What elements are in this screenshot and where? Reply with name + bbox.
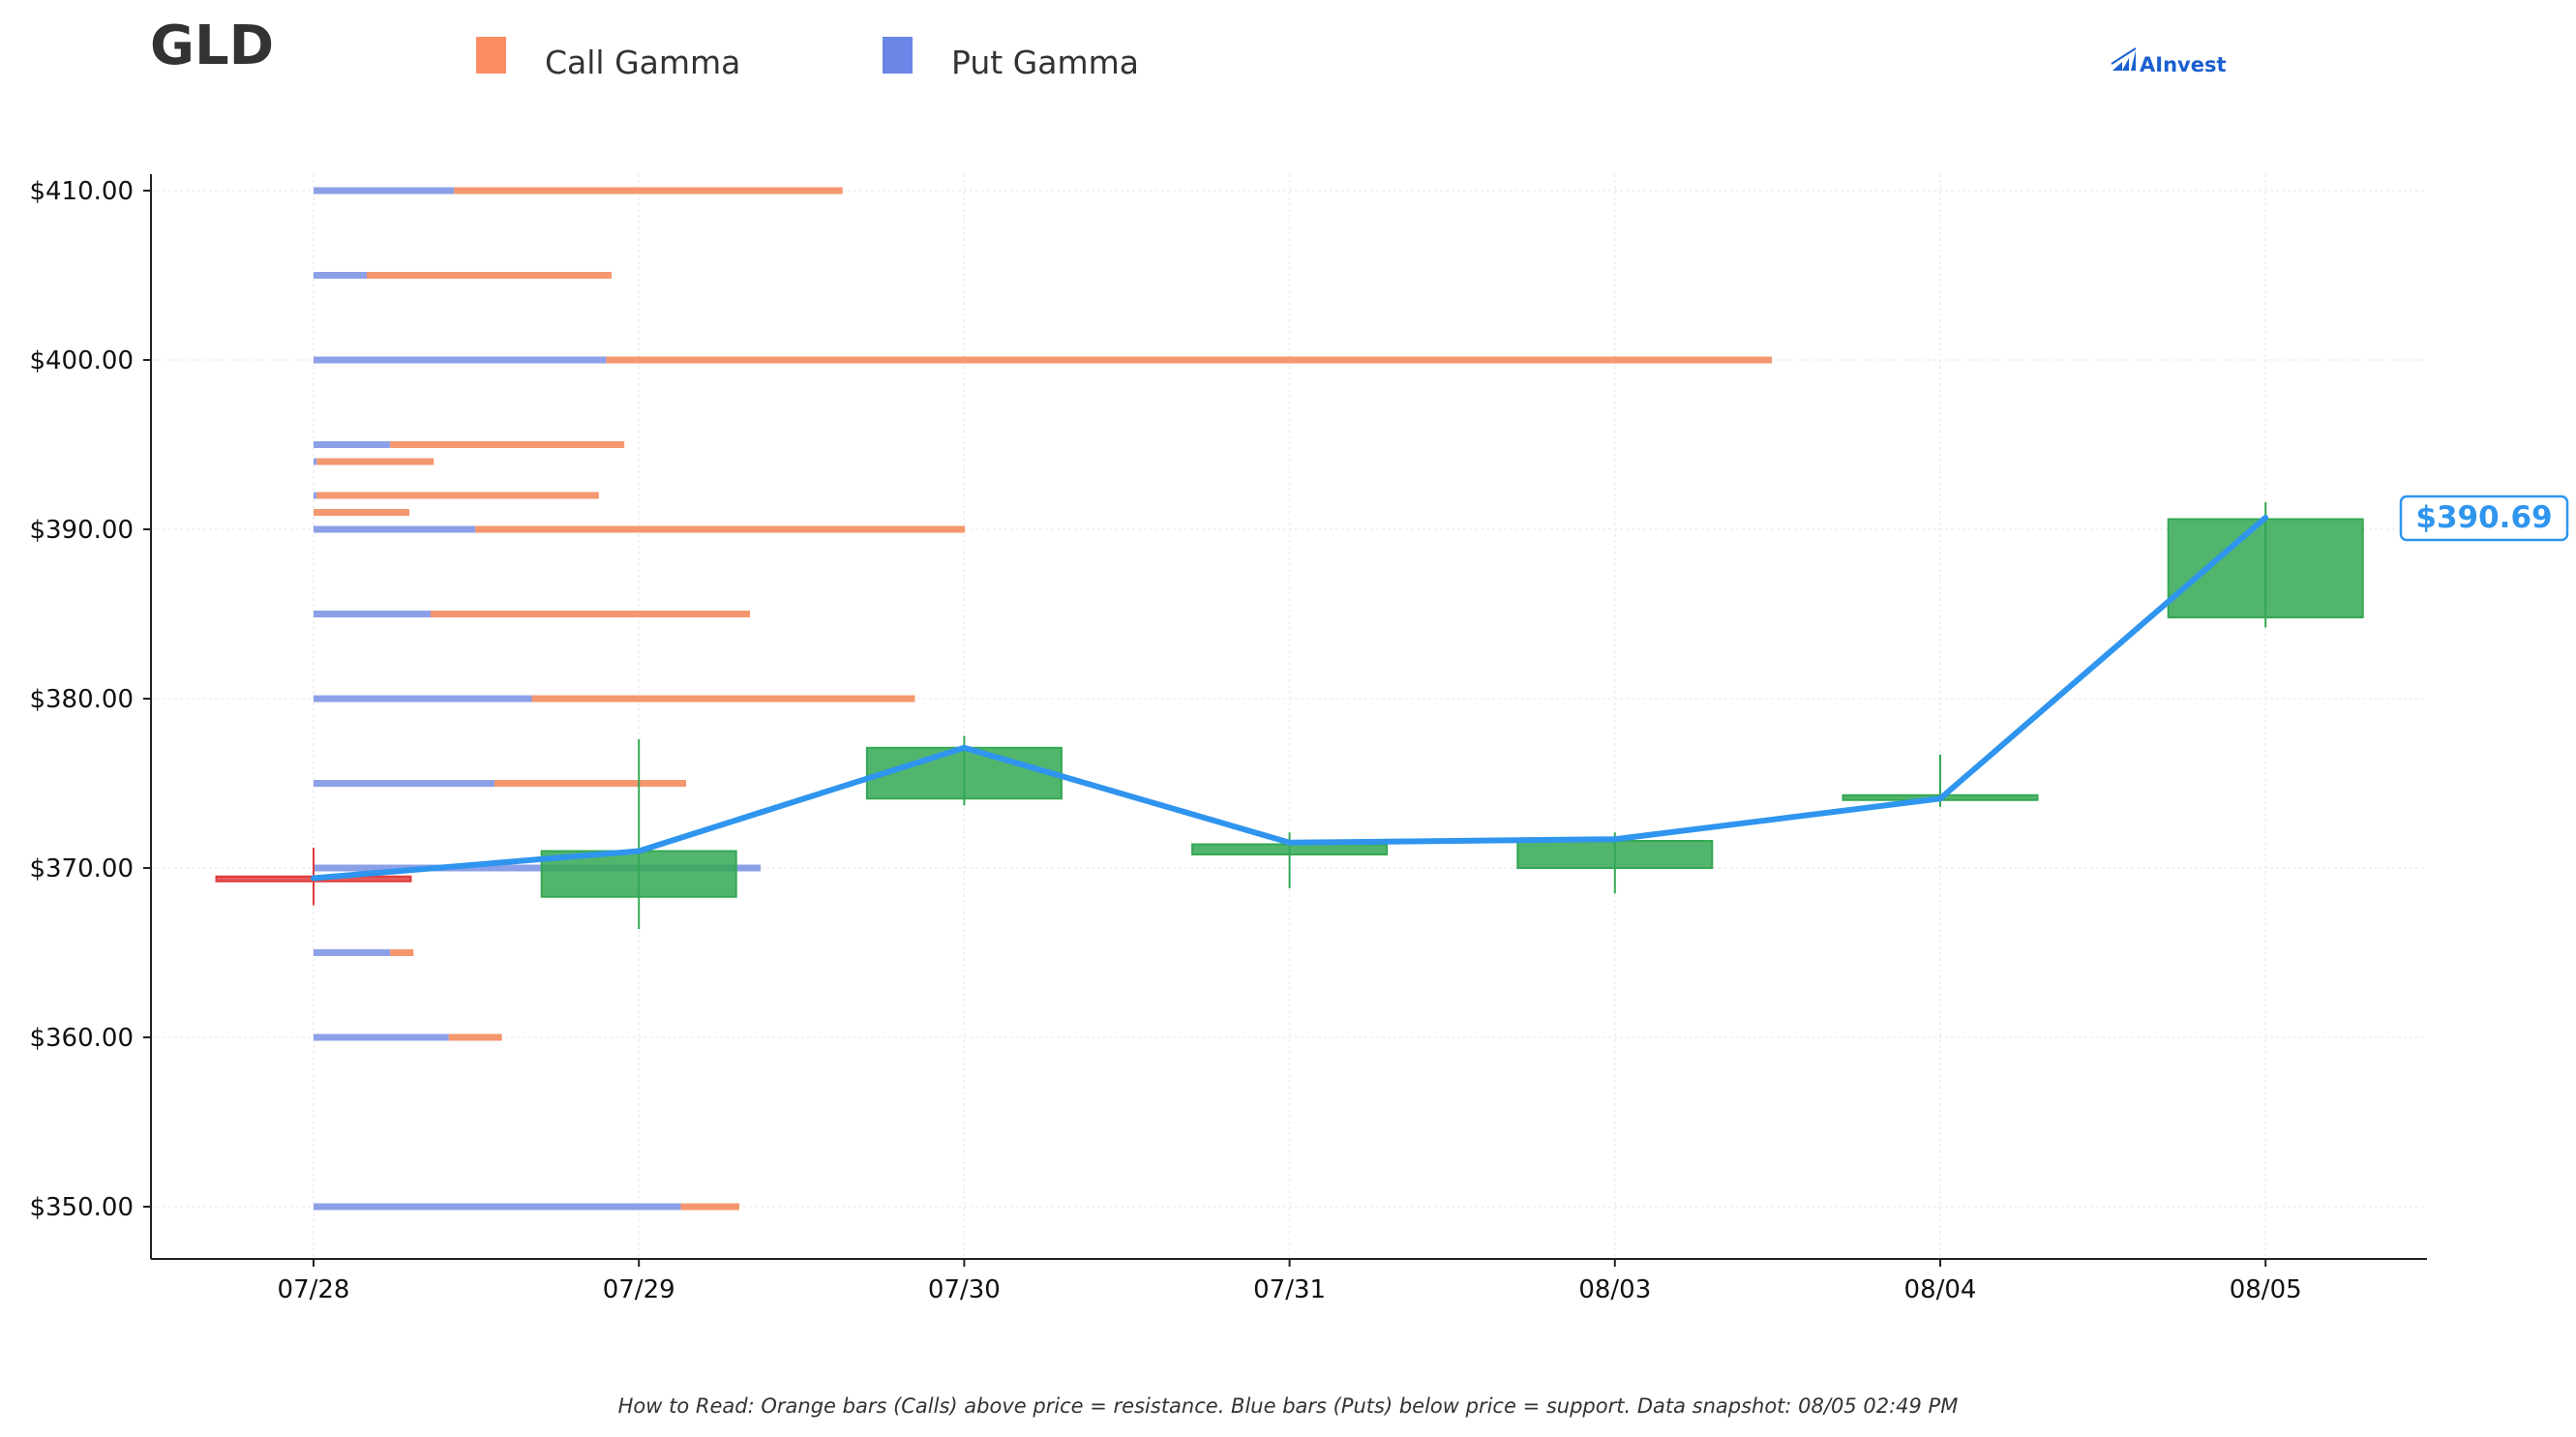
put-gamma-bar bbox=[314, 695, 532, 703]
current-price-badge: $390.69 bbox=[2399, 494, 2569, 542]
call-gamma-bar bbox=[367, 272, 612, 279]
price-line-layer bbox=[311, 514, 2269, 882]
call-gamma-bar bbox=[390, 441, 625, 448]
brand-logo: AInvest bbox=[2111, 47, 2227, 76]
put-gamma-bar bbox=[314, 1203, 681, 1211]
put-gamma-bar bbox=[314, 458, 317, 465]
call-gamma-bar bbox=[606, 356, 1772, 364]
y-tick-label: $380.00 bbox=[29, 685, 134, 714]
legend-call-label: Call Gamma bbox=[545, 44, 740, 81]
call-gamma-bar bbox=[494, 780, 686, 787]
put-gamma-bar bbox=[314, 780, 494, 787]
price-line bbox=[311, 514, 2269, 882]
y-tick-label: $360.00 bbox=[29, 1024, 134, 1053]
x-tick-label: 08/04 bbox=[1904, 1275, 1977, 1304]
current-price-label: $390.69 bbox=[2415, 500, 2552, 535]
y-tick-label: $350.00 bbox=[29, 1193, 134, 1222]
candle-body bbox=[1516, 840, 1714, 869]
call-gamma-bar bbox=[431, 611, 750, 617]
y-tick-label: $370.00 bbox=[29, 854, 134, 883]
axes: $350.00 $360.00 $370.00 $380.00 $390.00 $400.… bbox=[29, 174, 2427, 1304]
footer-note: How to Read: Orange bars (Calls) above p… bbox=[618, 1394, 1959, 1418]
call-gamma-bar bbox=[454, 187, 843, 195]
legend-call-swatch bbox=[476, 37, 506, 74]
call-gamma-bar bbox=[475, 525, 966, 533]
put-gamma-bar bbox=[314, 525, 476, 533]
legend-put-label: Put Gamma bbox=[951, 44, 1139, 81]
y-tick-label: $410.00 bbox=[29, 177, 134, 206]
y-tick-label: $400.00 bbox=[29, 346, 134, 375]
x-tick-label: 07/28 bbox=[278, 1275, 350, 1304]
brand-name: AInvest bbox=[2140, 53, 2227, 76]
x-tick-label: 07/31 bbox=[1253, 1275, 1326, 1304]
bar-chart-arrow-icon bbox=[2111, 47, 2137, 71]
put-gamma-bar bbox=[314, 187, 455, 195]
chart-title: GLD bbox=[150, 15, 274, 77]
put-gamma-bar bbox=[314, 949, 391, 956]
candle-body bbox=[865, 746, 1063, 800]
x-tick-label: 08/05 bbox=[2230, 1275, 2302, 1304]
candle-body bbox=[1191, 843, 1389, 855]
gamma-bars bbox=[314, 187, 1772, 1211]
call-gamma-bar bbox=[448, 1033, 502, 1041]
put-gamma-bar bbox=[314, 1033, 449, 1041]
x-tick-label: 08/03 bbox=[1578, 1275, 1651, 1304]
put-gamma-bar bbox=[314, 492, 317, 499]
call-gamma-bar bbox=[531, 695, 915, 703]
put-gamma-bar bbox=[314, 272, 367, 279]
call-gamma-bar bbox=[390, 949, 414, 956]
call-gamma-bar bbox=[316, 492, 599, 499]
put-gamma-bar bbox=[314, 864, 761, 872]
call-gamma-bar bbox=[314, 509, 409, 516]
put-gamma-bar bbox=[314, 356, 607, 364]
put-gamma-bar bbox=[314, 611, 431, 617]
legend-put-swatch bbox=[883, 37, 913, 74]
put-gamma-bar bbox=[314, 441, 391, 448]
call-gamma-bar bbox=[680, 1203, 739, 1211]
x-tick-label: 07/29 bbox=[603, 1275, 675, 1304]
candle-body bbox=[2167, 518, 2364, 618]
call-gamma-bar bbox=[316, 458, 434, 465]
y-tick-label: $390.00 bbox=[29, 516, 134, 545]
x-tick-label: 07/30 bbox=[928, 1275, 1001, 1304]
